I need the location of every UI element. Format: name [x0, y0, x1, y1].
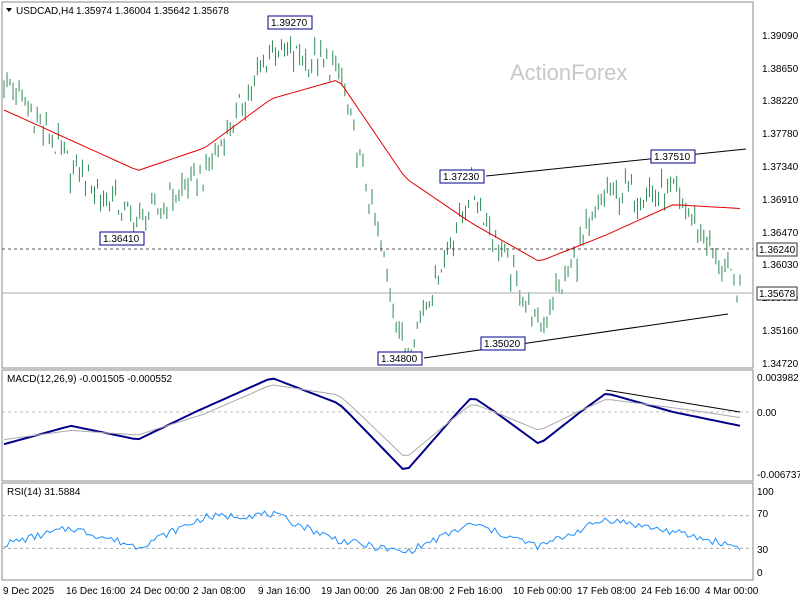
macd-tick-label: -0.006737 [757, 470, 800, 481]
macd-trendline [605, 389, 741, 413]
current-price-box [756, 242, 798, 257]
date-tick-label: 2 Feb 16:00 [449, 586, 503, 597]
current-price-text: 1.36240 [759, 245, 796, 256]
price-y-axis: 1.39090 1.38650 1.38220 1.37780 1.37340 … [762, 31, 799, 370]
date-tick-label: 2 Jan 08:00 [193, 586, 246, 597]
rsi-tick-label: 0 [757, 568, 763, 579]
price-label-box [377, 351, 423, 366]
upper-trendline [485, 148, 747, 177]
price-tick-label: 1.37780 [762, 129, 799, 140]
symbol-label: USDCAD,H4 [16, 6, 74, 17]
price-tick-label: 1.37340 [762, 162, 799, 173]
price-label-text: 1.37230 [443, 172, 480, 183]
price-label-box [439, 169, 485, 184]
macd-title: MACD(12,26,9) -0.001505 -0.000552 [7, 374, 173, 385]
watermark: ActionForex [510, 60, 627, 85]
price-label-box [480, 336, 526, 351]
macd-y-axis: 0.003982 0.00 -0.006737 [757, 373, 800, 481]
price-tick-label: 1.36030 [762, 260, 799, 271]
macd-panel-frame [1, 369, 754, 482]
macd-line [3, 377, 741, 470]
price-label-box [267, 15, 313, 30]
date-tick-label: 16 Dec 16:00 [66, 586, 126, 597]
macd-tick-label: 0.003982 [757, 373, 799, 384]
x-axis: 9 Dec 2025 16 Dec 16:00 24 Dec 00:00 2 J… [3, 586, 759, 597]
moving-average-line [3, 80, 741, 262]
price-tick-label: 1.38650 [762, 64, 799, 75]
date-tick-label: 19 Jan 00:00 [321, 586, 379, 597]
macd-lines [2, 377, 753, 470]
date-tick-label: 9 Jan 16:00 [258, 586, 311, 597]
price-bars [3, 36, 741, 364]
date-tick-label: 10 Feb 00:00 [513, 586, 572, 597]
price-labels: 1.39270 1.36410 1.34800 1.37230 1.35020 1.375… [99, 15, 798, 366]
price-label-text: 1.35020 [484, 339, 521, 350]
current-price-box [756, 286, 798, 301]
macd-signal-line [3, 384, 741, 456]
date-tick-label: 24 Dec 00:00 [130, 586, 190, 597]
price-label-text: 1.36410 [103, 234, 140, 245]
price-label-text: 1.37510 [654, 152, 691, 163]
price-tick-label: 1.35160 [762, 326, 799, 337]
rsi-y-axis: 100 70 30 0 [757, 487, 774, 579]
price-tick-label: 1.34720 [762, 359, 799, 370]
dropdown-arrow-icon[interactable] [6, 8, 12, 12]
price-tick-label: 1.38220 [762, 96, 799, 107]
price-label-text: 1.34800 [381, 354, 418, 365]
lower-trendline [423, 313, 729, 359]
price-label-box [650, 149, 696, 164]
date-tick-label: 24 Feb 16:00 [641, 586, 700, 597]
price-tick-label: 1.36470 [762, 228, 799, 239]
rsi-lines [2, 510, 753, 555]
price-label-box [99, 231, 145, 246]
price-tick-label: 1.36910 [762, 195, 799, 206]
rsi-line [3, 510, 741, 555]
rsi-panel-frame [1, 482, 754, 581]
date-tick-label: 26 Jan 08:00 [386, 586, 444, 597]
ohlc-values: 1.35974 1.36004 1.35642 1.35678 [76, 6, 229, 17]
rsi-tick-label: 30 [757, 545, 769, 556]
date-tick-label: 9 Dec 2025 [3, 586, 55, 597]
current-price-text: 1.35678 [759, 289, 796, 300]
price-label-text: 1.39270 [271, 18, 308, 29]
date-tick-label: 4 Mar 00:00 [705, 586, 759, 597]
overlay-lines [2, 80, 753, 359]
macd-tick-label: 0.00 [757, 408, 777, 419]
rsi-title: RSI(14) 31.5884 [7, 487, 81, 498]
price-panel-frame [1, 1, 754, 369]
date-tick-label: 17 Feb 08:00 [577, 586, 636, 597]
price-tick-label: 1.39090 [762, 31, 799, 42]
rsi-tick-label: 70 [757, 509, 769, 520]
rsi-tick-label: 100 [757, 487, 774, 498]
